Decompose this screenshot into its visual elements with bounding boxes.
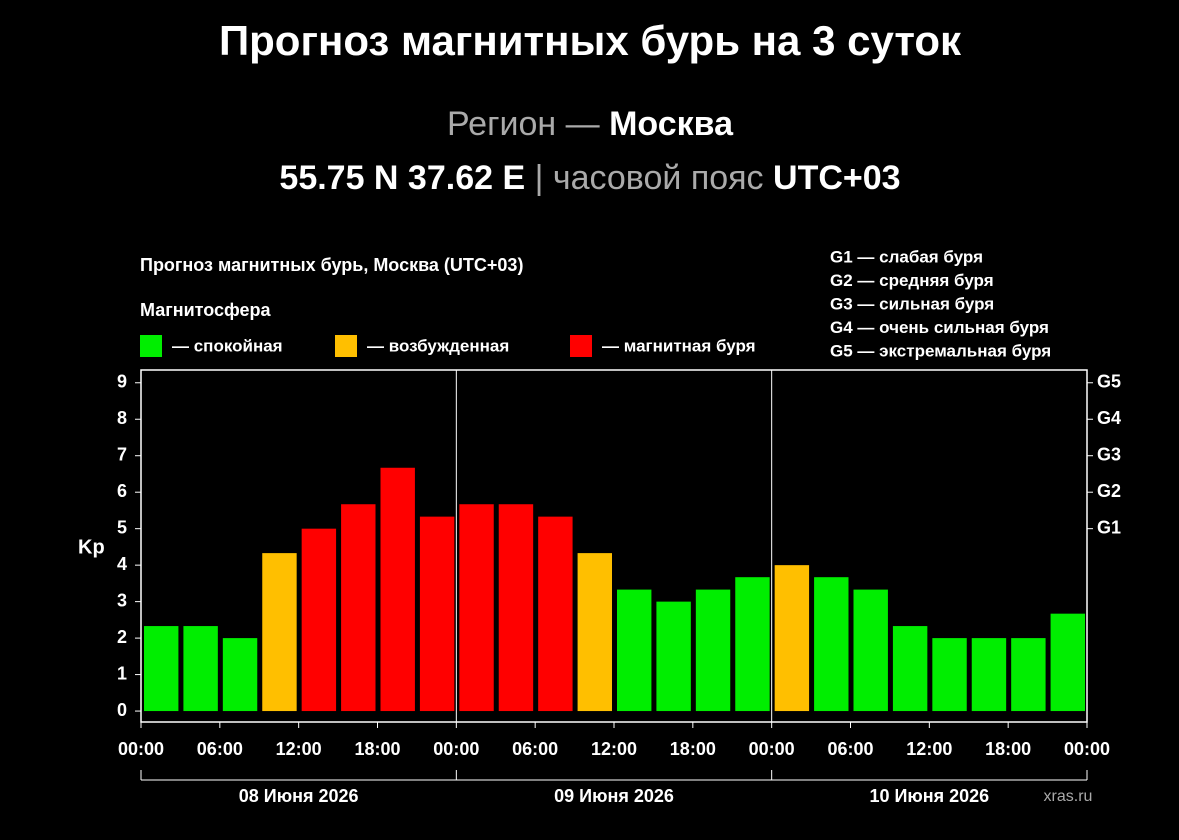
x-tick-label: 06:00: [827, 739, 873, 759]
bar: [735, 577, 770, 712]
x-tick-label: 12:00: [276, 739, 322, 759]
day-label: 09 Июня 2026: [554, 786, 674, 806]
x-tick-label: 00:00: [433, 739, 479, 759]
x-tick-label: 00:00: [118, 739, 164, 759]
y-tick-label: 7: [117, 444, 127, 464]
legend-swatch: [570, 335, 592, 357]
bar: [183, 626, 218, 712]
y2-tick-label: G5: [1097, 372, 1121, 392]
y-axis-label: Kp: [78, 536, 105, 558]
y-tick-label: 1: [117, 663, 127, 683]
x-tick-label: 12:00: [591, 739, 637, 759]
bar: [892, 626, 928, 712]
day-label: 10 Июня 2026: [869, 786, 989, 806]
bar: [222, 638, 258, 712]
y-tick-label: 3: [117, 590, 127, 610]
x-tick-label: 00:00: [749, 739, 795, 759]
bar: [656, 601, 691, 712]
scale-note: G1 — слабая буря: [830, 247, 983, 266]
x-tick-label: 18:00: [670, 739, 716, 759]
x-tick-label: 06:00: [197, 739, 243, 759]
y2-tick-label: G3: [1097, 444, 1121, 464]
y-tick-label: 9: [117, 372, 127, 392]
y-tick-label: 0: [117, 700, 127, 720]
coords: 55.75 N 37.62 E: [279, 159, 525, 197]
y-tick-label: 5: [117, 517, 127, 537]
bar: [1011, 638, 1046, 712]
bar: [341, 504, 376, 712]
y2-tick-label: G4: [1097, 408, 1121, 428]
chart-title: Прогноз магнитных бурь, Москва (UTC+03): [140, 255, 523, 275]
y2-tick-label: G2: [1097, 481, 1121, 501]
scale-note: G2 — средняя буря: [830, 271, 994, 290]
scale-note: G3 — сильная буря: [830, 294, 994, 313]
bar: [695, 589, 731, 712]
bar: [301, 528, 337, 712]
y-tick-label: 8: [117, 408, 127, 428]
bar: [932, 638, 967, 712]
bar: [853, 589, 888, 712]
tz: UTC+03: [773, 159, 901, 197]
bar: [814, 577, 849, 712]
page-title: Прогноз магнитных бурь на 3 суток: [219, 17, 962, 64]
bar: [498, 504, 534, 712]
legend-title: Магнитосфера: [140, 300, 272, 320]
bar: [262, 553, 297, 712]
x-tick-label: 18:00: [985, 739, 1031, 759]
bar: [538, 516, 573, 712]
scale-note: G5 — экстремальная буря: [830, 341, 1051, 360]
x-tick-label: 00:00: [1064, 739, 1110, 759]
scale-note: G4 — очень сильная буря: [830, 318, 1049, 337]
legend-swatch: [140, 335, 162, 357]
legend-label: — возбужденная: [367, 336, 509, 355]
bar: [380, 467, 415, 712]
y-tick-label: 2: [117, 627, 127, 647]
day-label: 08 Июня 2026: [239, 786, 359, 806]
tz-label: | часовой пояс: [535, 159, 764, 197]
bar: [419, 516, 455, 712]
x-tick-label: 06:00: [512, 739, 558, 759]
region-line: Регион — Москва: [447, 105, 734, 143]
x-tick-label: 18:00: [354, 739, 400, 759]
x-tick-label: 12:00: [906, 739, 952, 759]
bar: [144, 626, 179, 712]
legend-label: — спокойная: [172, 336, 283, 355]
bar: [577, 553, 612, 712]
bar: [971, 638, 1007, 712]
region: Москва: [609, 105, 734, 143]
y2-tick-label: G1: [1097, 517, 1121, 537]
y-tick-label: 4: [117, 554, 127, 574]
bar: [617, 589, 652, 712]
legend-swatch: [335, 335, 357, 357]
region-label: Регион —: [447, 105, 600, 143]
bar: [1050, 613, 1085, 712]
bar: [459, 504, 494, 712]
coords-line: 55.75 N 37.62 E | часовой пояс UTC+03: [279, 159, 900, 197]
bar: [774, 565, 810, 712]
legend-label: — магнитная буря: [602, 336, 756, 355]
watermark: xras.ru: [1044, 788, 1093, 805]
y-tick-label: 6: [117, 481, 127, 501]
